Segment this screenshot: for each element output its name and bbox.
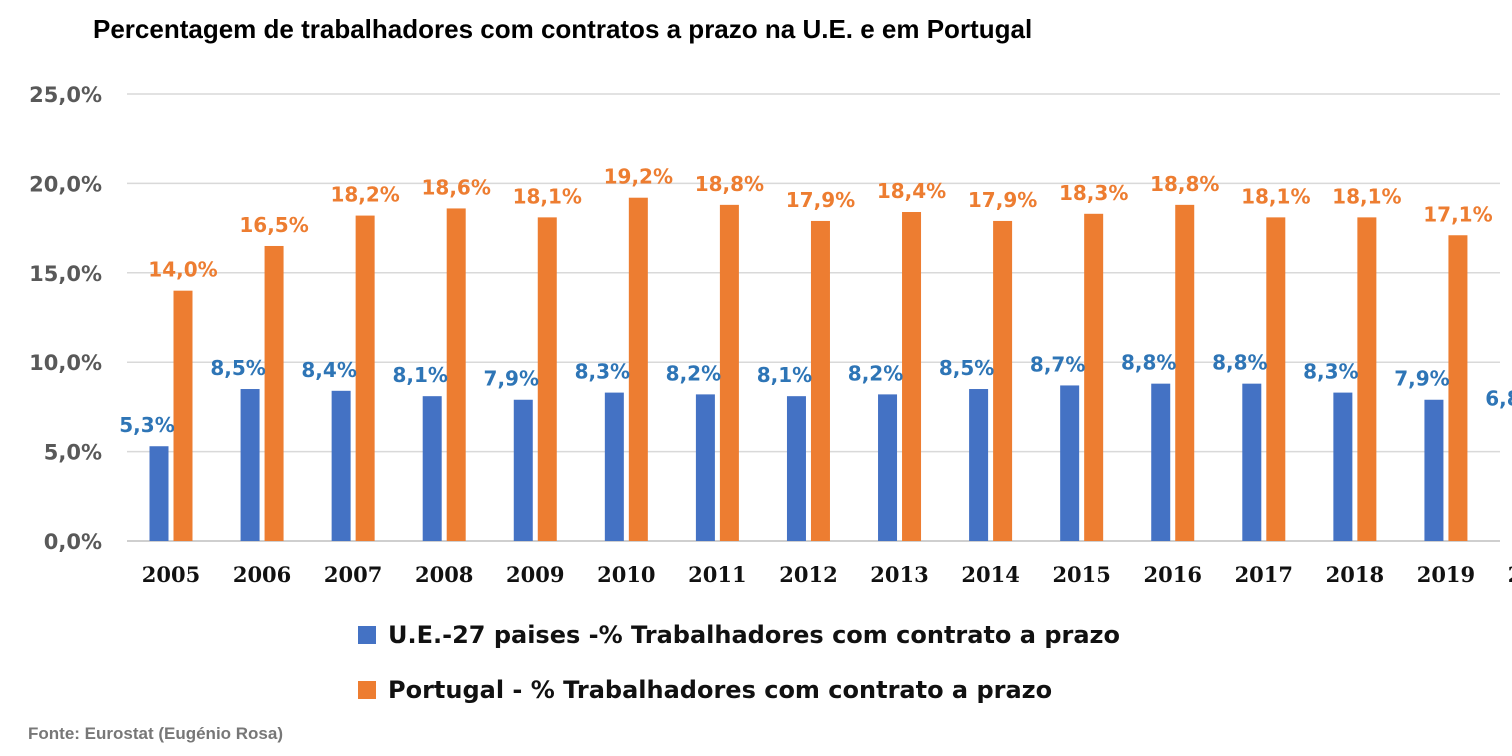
legend-item-eu: U.E.-27 paises -% Trabalhadores com cont…	[358, 620, 1120, 650]
label-eu-2009: 7,9%	[484, 367, 539, 391]
bar-chart: 0,0% 5,0% 10,0% 15,0% 20,0% 25,0% 5,3% 14,0% 8,…	[29, 83, 1512, 587]
x-tick-label: 2005	[142, 562, 200, 587]
label-eu-2014: 8,5%	[939, 356, 994, 380]
legend-swatch-eu	[358, 626, 376, 644]
legend-label-portugal: Portugal - % Trabalhadores com contrato …	[388, 676, 1053, 704]
x-tick-label: 2008	[415, 562, 473, 587]
y-tick-label: 25,0%	[29, 83, 102, 107]
label-portugal-2010: 19,2%	[604, 165, 673, 189]
label-eu-2013: 8,2%	[848, 361, 903, 385]
x-tick-label: 2007	[324, 562, 382, 587]
bar-portugal-2017	[1266, 217, 1286, 541]
label-portugal-2015: 18,3%	[1059, 181, 1128, 205]
label-eu-2008: 8,1%	[392, 363, 447, 387]
label-portugal-2012: 17,9%	[786, 188, 855, 212]
label-portugal-2005: 14,0%	[148, 258, 217, 282]
legend-swatch-portugal	[358, 681, 376, 699]
x-tick-label: 2011	[688, 562, 746, 587]
bar-eu-2019	[1424, 399, 1444, 541]
data-labels: 5,3% 14,0% 8,5% 16,5% 8,4% 18,2% 8,1% 18,6% 7,9%…	[119, 165, 1512, 438]
bar-portugal-2014	[993, 220, 1013, 541]
label-eu-2017: 8,8%	[1212, 351, 1267, 375]
label-portugal-2017: 18,1%	[1241, 184, 1310, 208]
label-eu-2012: 8,1%	[757, 363, 812, 387]
bar-portugal-2009	[537, 217, 557, 541]
x-tick-label: 2019	[1417, 562, 1475, 587]
label-portugal-2009: 18,1%	[513, 184, 582, 208]
label-portugal-2014: 17,9%	[968, 188, 1037, 212]
bar-portugal-2007	[355, 215, 375, 542]
x-tick-label: 2012	[779, 562, 837, 587]
y-axis-tick-labels: 0,0% 5,0% 10,0% 15,0% 20,0% 25,0%	[29, 83, 102, 554]
bar-eu-2006	[240, 389, 260, 541]
label-eu-2007: 8,4%	[301, 358, 356, 382]
label-portugal-2013: 18,4%	[877, 179, 946, 203]
bar-portugal-2006	[264, 245, 284, 542]
bar-eu-2005	[149, 446, 169, 541]
bars	[149, 197, 1468, 542]
x-tick-label: 2015	[1052, 562, 1110, 587]
bar-eu-2014	[969, 389, 989, 541]
legend-item-portugal: Portugal - % Trabalhadores com contrato …	[358, 675, 1052, 705]
label-eu-2011: 8,2%	[666, 361, 721, 385]
legend-label-eu: U.E.-27 paises -% Trabalhadores com cont…	[388, 621, 1120, 649]
label-eu-2018: 8,3%	[1303, 360, 1358, 384]
bar-eu-2016	[1151, 383, 1171, 541]
label-eu-2016: 8,8%	[1121, 351, 1176, 375]
x-tick-label: 2017	[1235, 562, 1293, 587]
bar-portugal-2015	[1084, 213, 1104, 541]
x-tick-label: 2018	[1326, 562, 1384, 587]
chart-title: Percentagem de trabalhadores com contrat…	[93, 14, 1033, 44]
x-tick-label: 2014	[961, 562, 1019, 587]
x-axis-tick-labels: 2005 2006 2007 2008 2009 2010 2011 2012 2013 2014…	[142, 562, 1512, 587]
label-portugal-2008: 18,6%	[422, 175, 491, 199]
bar-portugal-2012	[810, 220, 830, 541]
bar-portugal-2011	[719, 204, 739, 541]
x-tick-label: 2013	[870, 562, 928, 587]
x-tick-label: 2006	[233, 562, 291, 587]
x-tick-label: 2016	[1144, 562, 1202, 587]
bar-portugal-2013	[902, 212, 922, 541]
label-eu-2005: 5,3%	[119, 413, 174, 437]
label-portugal-2016: 18,8%	[1150, 172, 1219, 196]
bar-portugal-2019	[1448, 235, 1468, 541]
y-tick-label: 5,0%	[44, 441, 102, 465]
bar-eu-2011	[695, 394, 715, 541]
label-eu-2006: 8,5%	[210, 356, 265, 380]
label-portugal-2019: 17,1%	[1423, 202, 1492, 226]
bar-eu-2017	[1242, 383, 1262, 541]
x-tick-label: 2009	[506, 562, 564, 587]
bar-eu-2008	[422, 396, 442, 541]
label-eu-2020: 6,8%	[1485, 386, 1512, 410]
y-tick-label: 0,0%	[44, 530, 102, 554]
bar-portugal-2018	[1357, 217, 1377, 541]
bar-eu-2012	[786, 396, 806, 541]
y-tick-label: 15,0%	[29, 262, 102, 286]
bar-eu-2007	[331, 390, 351, 541]
label-portugal-2006: 16,5%	[239, 213, 308, 237]
bar-portugal-2005	[173, 290, 193, 541]
y-tick-label: 10,0%	[29, 351, 102, 375]
label-eu-2015: 8,7%	[1030, 352, 1085, 376]
bar-eu-2009	[513, 399, 533, 541]
bar-eu-2010	[604, 392, 624, 541]
x-tick-label: 2020	[1508, 562, 1512, 587]
label-portugal-2007: 18,2%	[330, 183, 399, 207]
label-portugal-2018: 18,1%	[1332, 184, 1401, 208]
bar-portugal-2010	[628, 197, 648, 542]
source-note: Fonte: Eurostat (Eugénio Rosa)	[28, 724, 283, 743]
label-eu-2019: 7,9%	[1394, 367, 1449, 391]
bar-eu-2013	[878, 394, 898, 541]
x-tick-label: 2010	[597, 562, 655, 587]
label-eu-2010: 8,3%	[575, 360, 630, 384]
bar-portugal-2016	[1175, 204, 1195, 541]
bar-eu-2018	[1333, 392, 1353, 541]
label-portugal-2011: 18,8%	[695, 172, 764, 196]
bar-portugal-2008	[446, 208, 466, 541]
bar-eu-2015	[1060, 385, 1080, 541]
y-tick-label: 20,0%	[29, 172, 102, 196]
